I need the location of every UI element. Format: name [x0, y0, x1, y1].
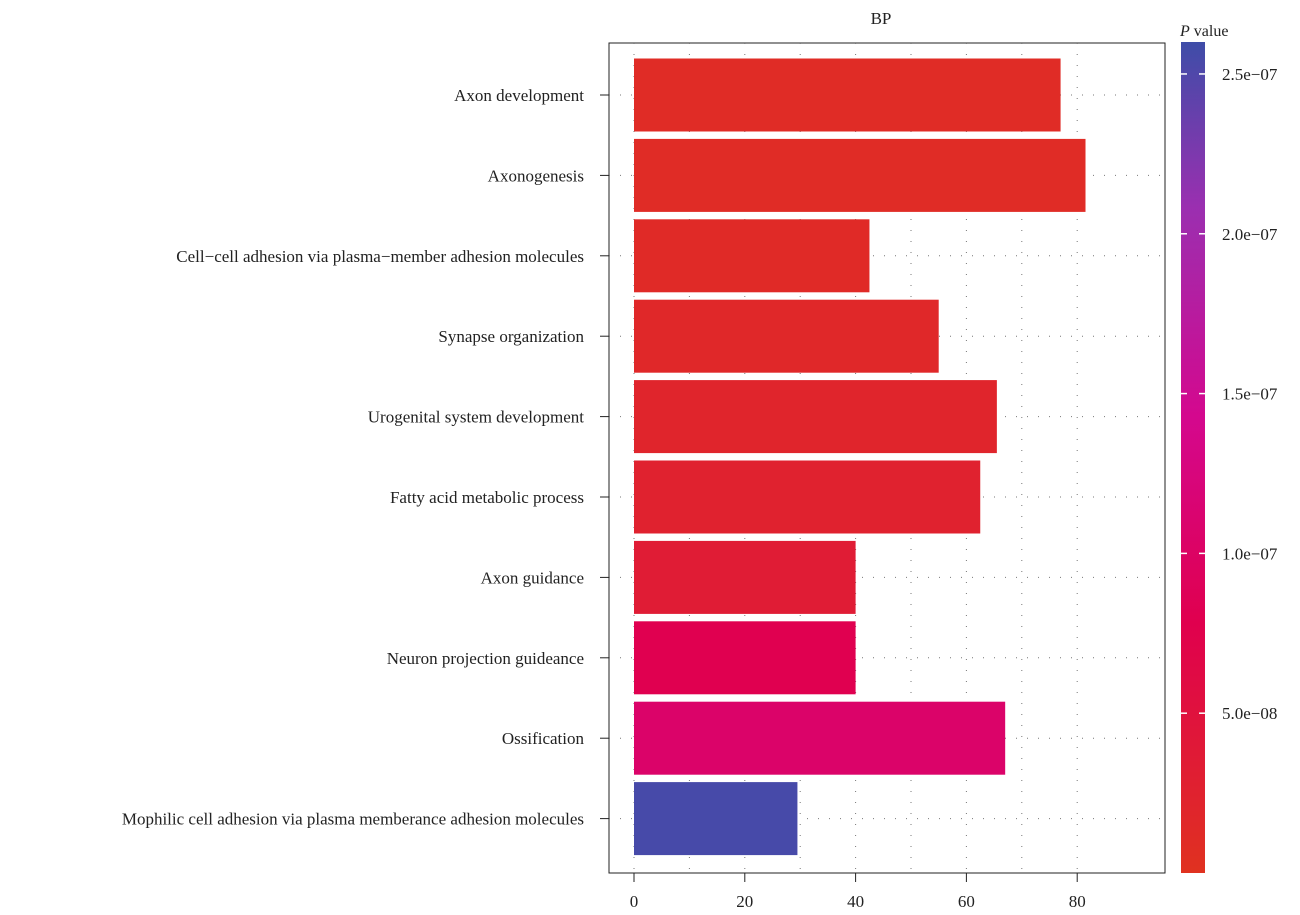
bar [634, 782, 798, 856]
category-label: Synapse organization [438, 327, 584, 346]
x-tick-label: 40 [847, 892, 864, 911]
color-legend: P value 2.5e−07 2.0e−07 1.5e−07 1.0e−07 5.0e… [1179, 23, 1278, 873]
category-labels: Axon development Axonogenesis Cell−cell ad… [122, 86, 609, 829]
bar [634, 299, 939, 373]
bar [634, 138, 1086, 212]
category-label: Fatty acid metabolic process [390, 488, 584, 507]
legend-title: P value [1179, 23, 1228, 40]
legend-title-rest: value [1190, 23, 1229, 40]
x-tick-label: 60 [958, 892, 975, 911]
plot-area-border [608, 42, 1166, 874]
x-axis: 0 20 40 60 80 [630, 873, 1086, 911]
chart-title: BP [871, 9, 892, 28]
category-label: Axon development [454, 86, 584, 105]
bar [634, 701, 1006, 775]
legend-tick-label: 1.5e−07 [1222, 385, 1278, 404]
x-tick-label: 20 [736, 892, 753, 911]
legend-colorbar [1181, 42, 1205, 873]
category-label: Urogenital system development [368, 408, 585, 427]
category-label: Axonogenesis [488, 166, 584, 185]
bars [634, 58, 1086, 856]
legend-title-p: P [1179, 23, 1190, 40]
bar [634, 540, 856, 614]
legend-ticks: 2.5e−07 2.0e−07 1.5e−07 1.0e−07 5.0e−08 [1181, 65, 1278, 723]
legend-tick-label: 2.5e−07 [1222, 65, 1278, 84]
x-tick-label: 0 [630, 892, 639, 911]
legend-tick-label: 1.0e−07 [1222, 544, 1278, 563]
category-label: Axon guidance [481, 568, 584, 587]
legend-tick-label: 5.0e−08 [1222, 704, 1277, 723]
x-tick-label: 80 [1069, 892, 1086, 911]
legend-tick-label: 2.0e−07 [1222, 225, 1278, 244]
bar [634, 219, 870, 293]
bar [634, 460, 981, 534]
category-label: Ossification [502, 729, 585, 748]
category-label: Mophilic cell adhesion via plasma member… [122, 810, 584, 829]
bar [634, 380, 997, 454]
category-label: Cell−cell adhesion via plasma−member adh… [176, 247, 584, 266]
category-label: Neuron projection guideance [387, 649, 584, 668]
bar [634, 58, 1061, 132]
bar [634, 621, 856, 695]
